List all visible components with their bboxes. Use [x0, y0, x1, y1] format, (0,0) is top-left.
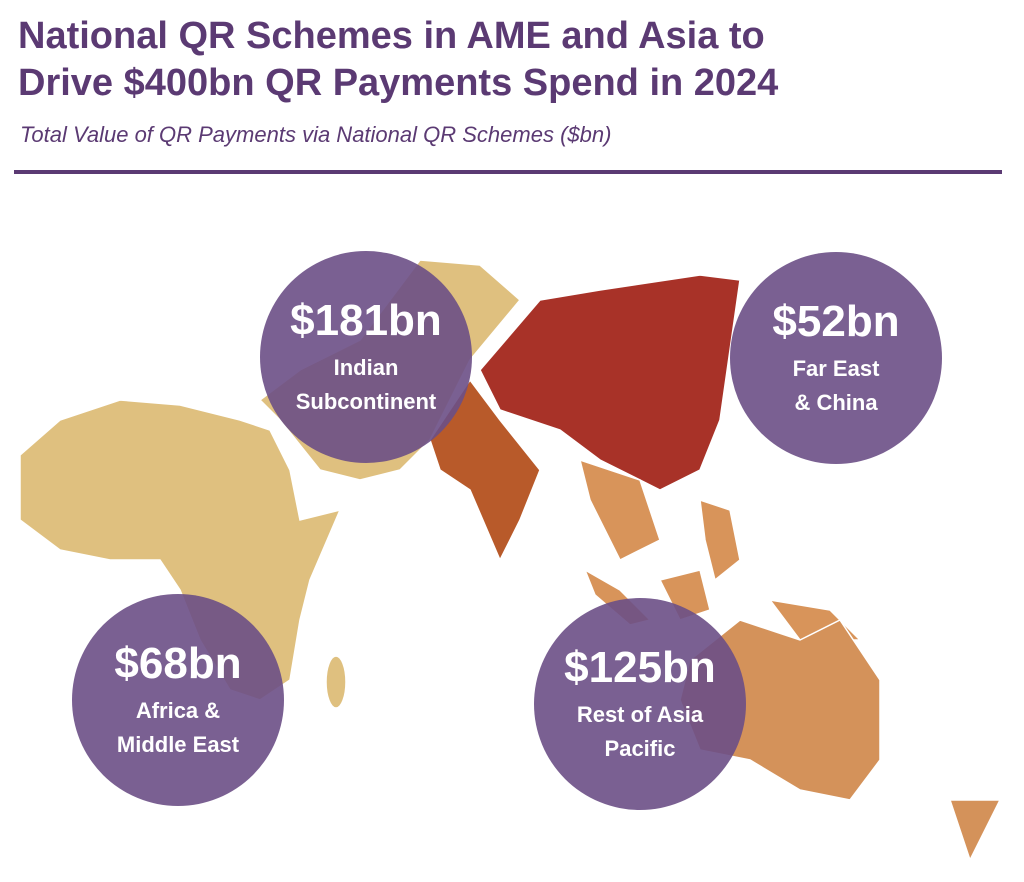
- southeast-asia: [578, 458, 661, 562]
- new-zealand: [948, 799, 1002, 862]
- africa: [19, 399, 342, 701]
- region-callouts: $181bn Indian Subcontinent $52bn Far East & C…: [72, 251, 942, 810]
- region-circle: [260, 251, 472, 463]
- region-name: Middle East: [117, 732, 240, 757]
- region-name: Rest of Asia: [577, 702, 704, 727]
- region-name: Subcontinent: [296, 389, 437, 414]
- region-circle: [72, 594, 284, 806]
- region-value: $125bn: [564, 643, 716, 692]
- divider: [14, 170, 1002, 174]
- china: [479, 274, 741, 491]
- region-name: Pacific: [605, 736, 676, 761]
- region-circle: [730, 252, 942, 464]
- madagascar: [325, 655, 347, 709]
- india: [429, 378, 541, 562]
- region-value: $52bn: [772, 297, 899, 346]
- region-name: Indian: [334, 355, 399, 380]
- region-circle: [534, 598, 746, 810]
- subtitle: Total Value of QR Payments via National …: [20, 122, 611, 147]
- region-name: Far East: [793, 356, 880, 381]
- region-name: & China: [794, 390, 878, 415]
- title-line: Drive $400bn QR Payments Spend in 2024: [18, 62, 778, 104]
- region-value: $181bn: [290, 296, 442, 345]
- region-value: $68bn: [114, 639, 241, 688]
- title-line: National QR Schemes in AME and Asia to: [18, 15, 765, 57]
- region-name: Africa &: [136, 698, 220, 723]
- islands: [699, 498, 741, 582]
